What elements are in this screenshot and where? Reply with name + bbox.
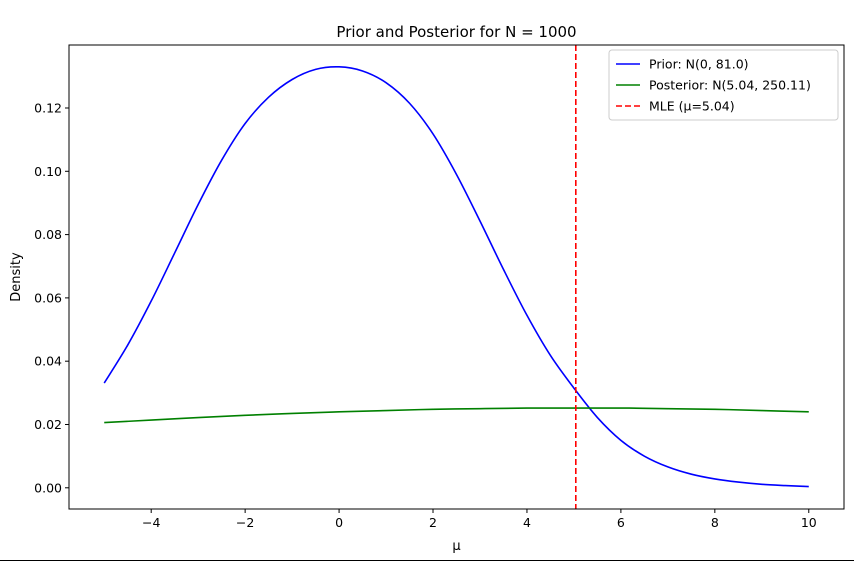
y-tick-label: 0.10 <box>34 164 62 179</box>
x-tick-label: 8 <box>711 515 719 530</box>
x-tick-label: 4 <box>523 515 531 530</box>
y-tick-label: 0.08 <box>34 227 62 242</box>
plot-content <box>103 45 809 509</box>
y-tick-label: 0.00 <box>34 480 62 495</box>
legend-box <box>608 49 839 121</box>
x-tick-label: −4 <box>142 515 160 530</box>
legend-entry-label: Prior: N(0, 81.0) <box>649 57 749 72</box>
x-tick-label: 10 <box>801 515 817 530</box>
x-tick-label: −2 <box>236 515 254 530</box>
x-tick-label: 6 <box>617 515 625 530</box>
series-line-0 <box>103 65 809 488</box>
y-axis-label: Density <box>9 252 24 302</box>
y-tick-label: 0.12 <box>34 100 62 115</box>
y-axis-ticks: 0.00 0.02 0.04 0.06 0.08 0.10 0.12 <box>34 100 69 495</box>
x-tick-label: 0 <box>335 515 343 530</box>
x-axis-label: μ <box>452 539 460 554</box>
x-axis-ticks: −4 −2 0 2 4 6 8 10 <box>142 509 817 530</box>
y-tick-label: 0.06 <box>34 290 62 305</box>
legend-entry-label: Posterior: N(5.04, 250.11) <box>649 78 811 93</box>
legend: Prior: N(0, 81.0) Posterior: N(5.04, 250.… <box>608 49 839 121</box>
plot-frame <box>68 44 845 510</box>
chart-title: Prior and Posterior for N = 1000 <box>336 23 576 41</box>
x-tick-label: 2 <box>429 515 437 530</box>
y-tick-label: 0.04 <box>34 354 62 369</box>
series-line-1 <box>104 407 809 424</box>
legend-entry-label: MLE (μ=5.04) <box>649 99 735 114</box>
y-tick-label: 0.02 <box>34 417 62 432</box>
